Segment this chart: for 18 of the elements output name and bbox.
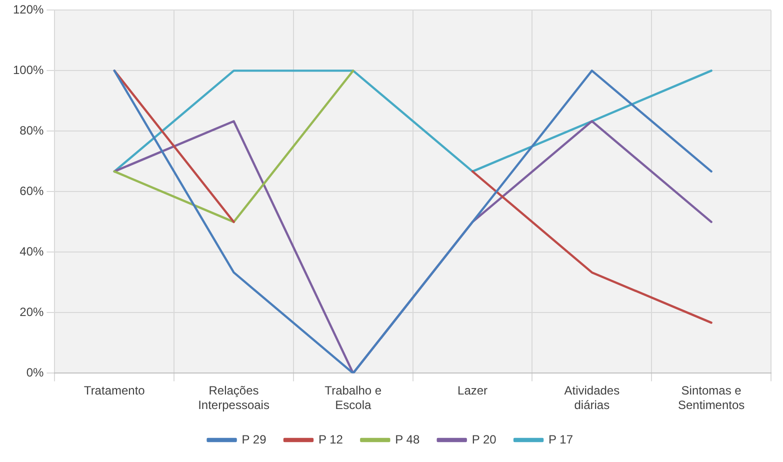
y-tick-label: 100% [12,63,44,78]
x-tick-label: Sintomas e Sentimentos [678,384,745,412]
y-tick-label: 80% [20,124,44,138]
legend-label: P 20 [472,432,497,446]
legend-label: P 48 [395,432,420,446]
y-tick-label: 60% [20,184,44,198]
legend-label: P 17 [548,432,574,446]
x-tick-label: Relações Interpessoais [198,384,270,412]
x-tick-label: Atividades diárias [564,384,620,412]
y-tick-label: 40% [20,244,44,259]
x-tick-label: Lazer [458,384,488,398]
legend-label: P 29 [242,432,267,446]
y-tick-label: 20% [20,305,44,320]
y-tick-label: 0% [26,366,44,380]
legend-label: P 12 [318,432,344,446]
x-tick-label: Trabalho e Escola [324,384,382,412]
y-tick-label: 120% [12,2,44,17]
x-tick-label: Tratamento [84,384,146,398]
